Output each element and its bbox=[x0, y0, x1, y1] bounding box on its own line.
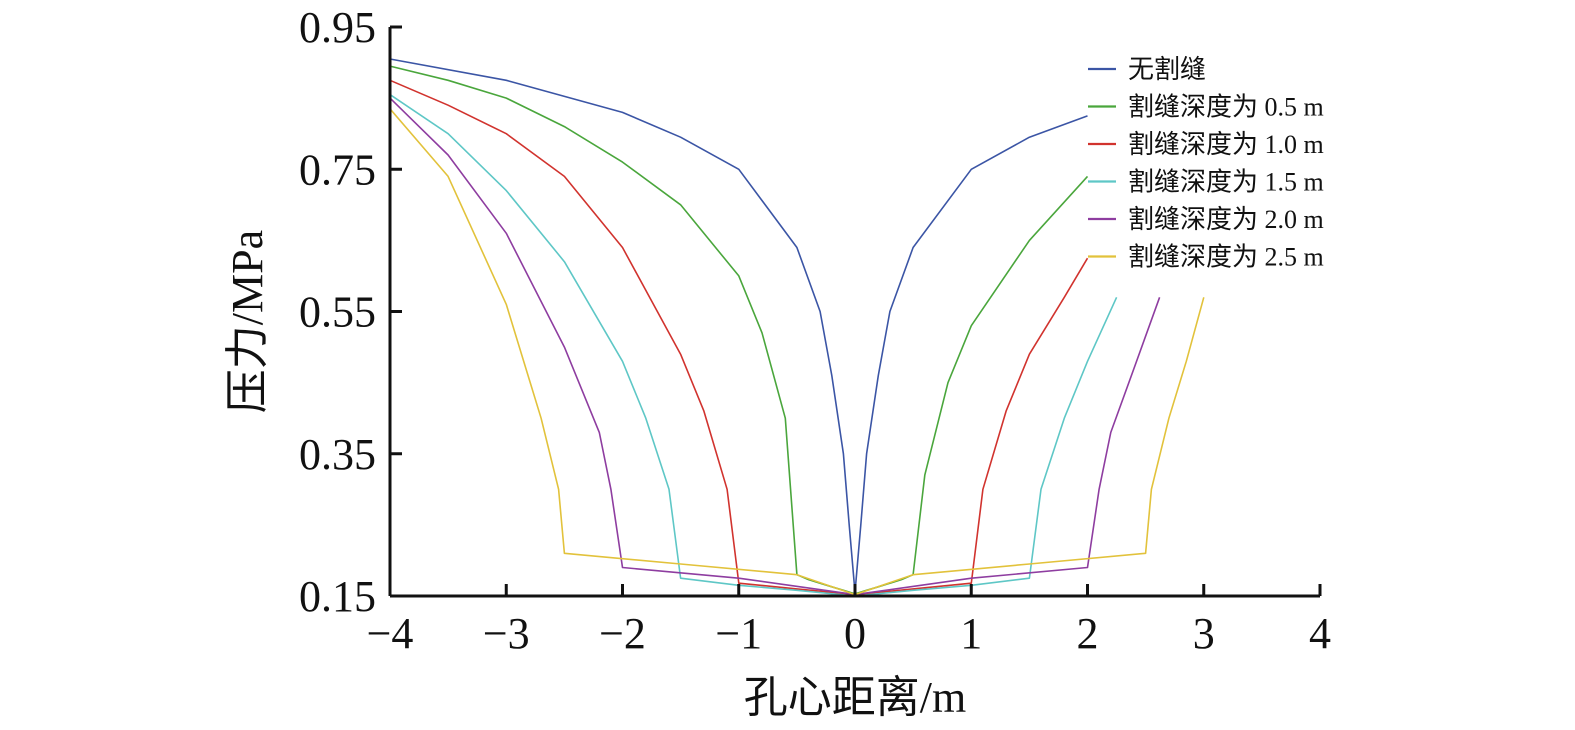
legend-label-2: 割缝深度为 0.5 m bbox=[1128, 93, 1324, 122]
ticks-layer: −4 −3 −2 −1 0 1 2 3 4 0.15 0.35 0.55 0.75 0.95 bbox=[299, 3, 1331, 658]
legend-label-3: 割缝深度为 1.0 m bbox=[1128, 130, 1324, 159]
legend-label-4: 割缝深度为 1.5 m bbox=[1128, 168, 1324, 197]
x-axis-title: 孔心距离/m bbox=[744, 673, 966, 722]
x-tick-label: 1 bbox=[960, 609, 982, 658]
series-line-2 bbox=[389, 65, 1089, 595]
legend-label-6: 割缝深度为 2.5 m bbox=[1128, 243, 1324, 272]
y-tick-label: 0.55 bbox=[299, 288, 376, 337]
series-layer bbox=[389, 58, 1205, 597]
x-tick-label: 3 bbox=[1193, 609, 1215, 658]
y-tick-label: 0.75 bbox=[299, 145, 376, 194]
series-line-4 bbox=[389, 93, 1118, 597]
series-line-6 bbox=[389, 108, 1205, 596]
x-tick-label: −4 bbox=[367, 609, 414, 658]
y-tick-label: 0.95 bbox=[299, 3, 376, 52]
series-line-3 bbox=[389, 79, 1089, 596]
x-tick-label: −2 bbox=[599, 609, 646, 658]
y-tick-label: 0.35 bbox=[299, 430, 376, 479]
x-tick-label: 2 bbox=[1077, 609, 1099, 658]
x-tick-label: 4 bbox=[1309, 609, 1331, 658]
series-line-1 bbox=[389, 58, 1088, 594]
x-tick-label: 0 bbox=[844, 609, 866, 658]
legend-label-1: 无割缝 bbox=[1128, 55, 1206, 84]
x-tick-label: −1 bbox=[715, 609, 762, 658]
legend-label-5: 割缝深度为 2.0 m bbox=[1128, 205, 1324, 234]
x-tick-label: −3 bbox=[483, 609, 530, 658]
y-axis-title: 压力/MPa bbox=[223, 230, 272, 413]
y-tick-label: 0.15 bbox=[299, 572, 376, 621]
series-line-5 bbox=[389, 97, 1161, 596]
